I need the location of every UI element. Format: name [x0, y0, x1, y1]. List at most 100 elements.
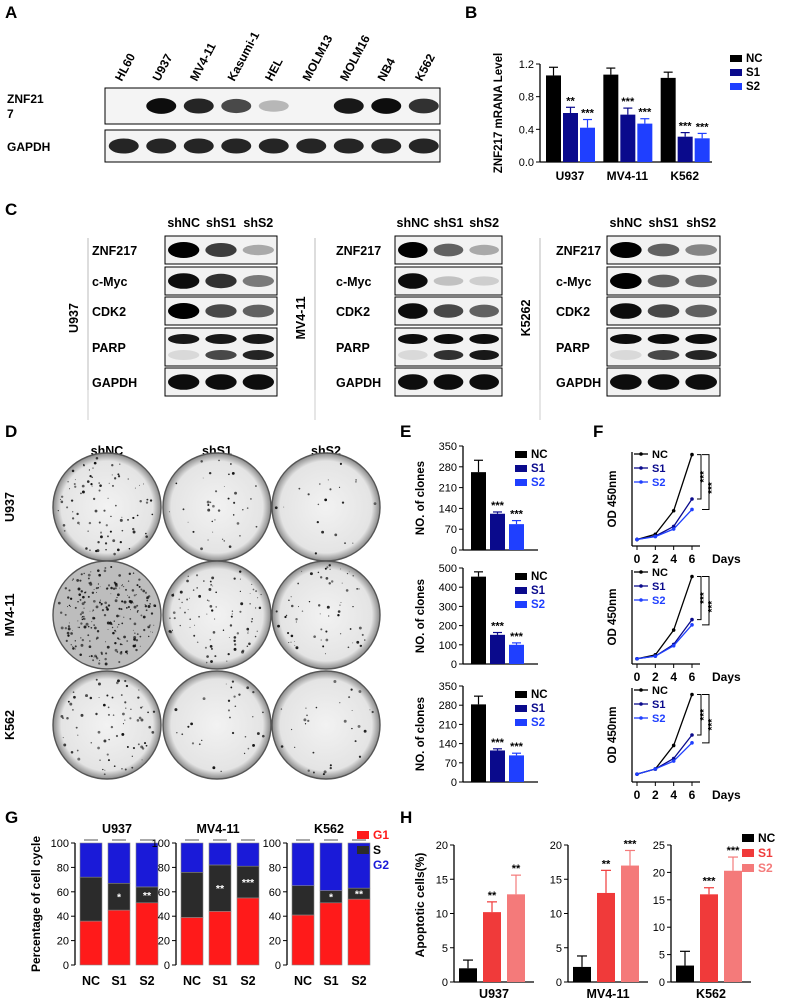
y-tick-label: 20: [269, 936, 281, 948]
colony-dot: [347, 646, 350, 649]
colony-dot: [344, 542, 346, 545]
colony-dot: [204, 646, 207, 649]
stacked-segment: [291, 914, 315, 966]
significance-label: ***: [510, 741, 524, 753]
colony-dot: [189, 618, 191, 621]
bar: [509, 524, 524, 550]
colony-dot: [95, 678, 98, 681]
colony-dot: [107, 584, 111, 587]
y-axis-label: NO. of clones: [415, 461, 427, 535]
bar: [490, 513, 505, 550]
colony-dot: [119, 518, 123, 522]
bar: [483, 912, 501, 982]
chart-title: U937: [102, 822, 132, 836]
colony-dot: [138, 578, 141, 581]
colony-dot: [122, 712, 125, 716]
colony-dot: [119, 540, 122, 544]
series-point: [653, 767, 658, 771]
category-label: U937: [556, 169, 585, 183]
colony-dot: [98, 573, 101, 577]
colony-dot: [234, 491, 238, 495]
category-label: S1: [323, 974, 338, 988]
colony-dot: [68, 622, 70, 624]
colony-dish: [162, 560, 272, 670]
colony-dot: [125, 684, 129, 688]
series-point: [671, 508, 676, 513]
blot-band: [685, 374, 718, 390]
colony-dot: [355, 481, 357, 483]
colony-dot: [200, 547, 203, 551]
colony-dot: [317, 571, 320, 574]
colony-dot: [81, 484, 85, 488]
colony-dot: [312, 771, 315, 774]
blot-band: [647, 350, 680, 360]
legend-swatch: [357, 846, 369, 854]
colony-dot: [97, 587, 100, 589]
colony-dot: [70, 644, 72, 646]
y-tick-label: 60: [269, 887, 281, 899]
colony-dot: [95, 712, 98, 716]
series-point: [653, 534, 658, 539]
colony-dot: [82, 617, 85, 620]
colony-dot: [127, 518, 129, 521]
colony-dot: [121, 622, 124, 625]
colony-dot: [92, 467, 94, 469]
colony-dot: [114, 641, 117, 645]
colony-dot: [338, 486, 341, 489]
colony-dot: [227, 709, 231, 712]
colony-dot: [103, 613, 107, 617]
colony-dot: [233, 577, 236, 580]
legend-label: NC: [531, 449, 548, 461]
colony-dot: [341, 501, 345, 504]
colony-dot: [87, 595, 90, 598]
y-tick-label: 10: [653, 922, 665, 934]
colony-dot: [198, 594, 202, 598]
colony-dot: [122, 585, 125, 588]
y-tick-label: 10: [550, 909, 562, 921]
y-tick-label: 400: [439, 582, 457, 594]
colony-dot: [229, 624, 233, 627]
y-axis-label: OD 450nm: [607, 471, 619, 528]
colony-dot: [323, 770, 327, 774]
stacked-segment: [180, 842, 204, 873]
colony-dot: [119, 587, 121, 589]
colony-dot: [147, 711, 149, 714]
colony-dot: [122, 723, 125, 725]
lane-label: shNC: [167, 216, 200, 230]
colony-dish: [162, 670, 272, 780]
colony-dot: [239, 590, 241, 592]
blot-band: [205, 350, 237, 360]
colony-dot: [337, 610, 341, 613]
colony-dot: [142, 706, 144, 708]
colony-dot: [136, 584, 139, 587]
colony-dot: [120, 694, 123, 696]
blot-band: [258, 138, 289, 154]
colony-dot: [113, 552, 116, 556]
blot-band: [398, 350, 428, 360]
legend-swatch: [515, 705, 527, 712]
colony-dot: [373, 502, 377, 506]
y-tick-label: 350: [439, 681, 457, 693]
colony-dot: [121, 732, 125, 736]
colony-dot: [207, 539, 209, 541]
colony-dot: [307, 493, 310, 496]
y-tick-label: 60: [57, 887, 69, 899]
colony-dot: [239, 610, 242, 613]
bar: [509, 755, 524, 782]
colony-dot: [111, 484, 115, 487]
colony-dot: [247, 747, 250, 750]
colony-dot: [71, 517, 75, 520]
colony-dot: [115, 504, 117, 507]
colony-dot: [116, 681, 119, 685]
bar: [660, 77, 676, 162]
colony-dot: [113, 620, 115, 622]
blot-band: [433, 304, 464, 318]
blot-band: [205, 243, 237, 257]
colony-dot: [125, 607, 128, 609]
significance-bracket: [697, 694, 702, 736]
colony-dot: [143, 483, 144, 485]
x-axis-label: Days: [712, 788, 741, 802]
significance-label: ***: [696, 121, 710, 133]
colony-dot: [118, 607, 121, 610]
